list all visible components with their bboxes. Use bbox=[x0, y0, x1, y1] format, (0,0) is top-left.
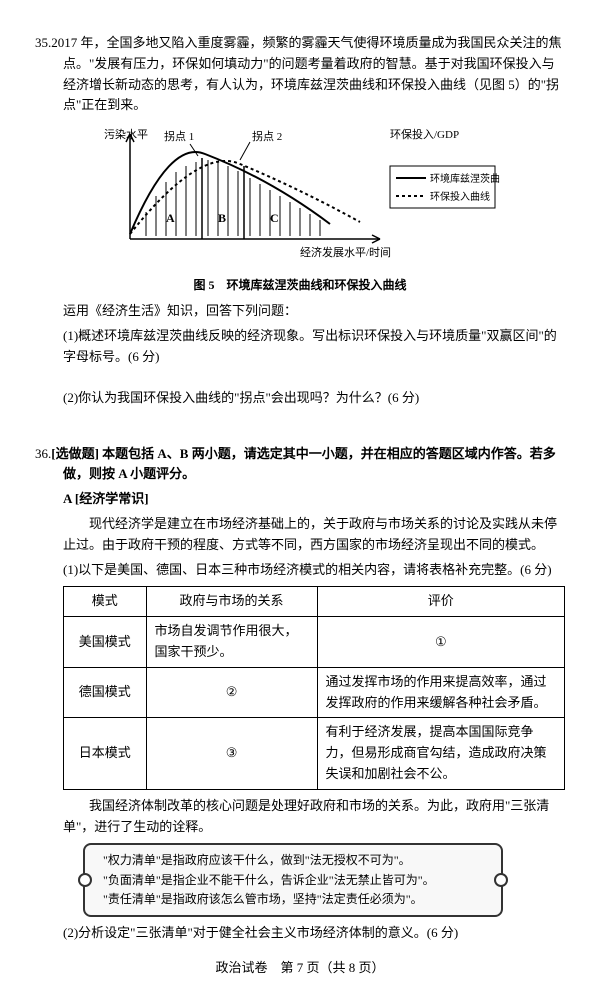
cell: 市场自发调节作用很大，国家干预少。 bbox=[146, 617, 317, 668]
svg-text:B: B bbox=[218, 211, 226, 225]
cell: 德国模式 bbox=[64, 667, 147, 718]
svg-text:环保投入/GDP: 环保投入/GDP bbox=[390, 127, 459, 141]
svg-text:A: A bbox=[166, 211, 175, 225]
kuznets-chart-svg: 污染水平 经济发展水平/时间 环保投入/GDP 拐点 1 拐点 2 A B C … bbox=[100, 124, 500, 274]
table-row: 模式 政府与市场的关系 评价 bbox=[64, 587, 565, 617]
svg-text:环境库兹涅茨曲线: 环境库兹涅茨曲线 bbox=[430, 172, 500, 185]
svg-text:经济发展水平/时间: 经济发展水平/时间 bbox=[300, 245, 391, 259]
cell: 美国模式 bbox=[64, 617, 147, 668]
scroll-line: "权力清单"是指政府应该干什么，做到"法无授权不可为"。 bbox=[103, 851, 483, 870]
hdr-mode: 模式 bbox=[64, 587, 147, 617]
q36-a-q2: (2)分析设定"三张清单"对于健全社会主义市场经济体制的意义。(6 分) bbox=[35, 923, 565, 944]
cell: 日本模式 bbox=[64, 718, 147, 789]
svg-text:拐点 2: 拐点 2 bbox=[252, 129, 282, 143]
hdr-rel: 政府与市场的关系 bbox=[146, 587, 317, 617]
q35-intro: 35.2017 年，全国多地又陷入重度雾霾，频繁的雾霾天气使得环境质量成为我国民… bbox=[35, 33, 565, 116]
svg-text:C: C bbox=[270, 211, 279, 225]
svg-text:环保投入曲线: 环保投入曲线 bbox=[430, 190, 490, 203]
cell: ① bbox=[317, 617, 564, 668]
q35-chart: 污染水平 经济发展水平/时间 环保投入/GDP 拐点 1 拐点 2 A B C … bbox=[35, 124, 565, 295]
q36-a-para2: 我国经济体制改革的核心问题是处理好政府和市场的关系。为此，政府用"三张清单"，进… bbox=[35, 796, 565, 838]
model-table: 模式 政府与市场的关系 评价 美国模式 市场自发调节作用很大，国家干预少。 ① … bbox=[63, 586, 565, 789]
scroll-line: "负面清单"是指企业不能干什么，告诉企业"法无禁止皆可为"。 bbox=[103, 871, 483, 890]
svg-text:拐点 1: 拐点 1 bbox=[164, 129, 194, 143]
q35-part1: (1)概述环境库兹涅茨曲线反映的经济现象。写出标识环保投入与环境质量"双赢区间"… bbox=[35, 326, 565, 368]
q36-a-para1: 现代经济学是建立在市场经济基础上的，关于政府与市场关系的讨论及实践从未停止过。由… bbox=[35, 514, 565, 556]
cell: ③ bbox=[146, 718, 317, 789]
question-35: 35.2017 年，全国多地又陷入重度雾霾，频繁的雾霾天气使得环境质量成为我国民… bbox=[35, 33, 565, 409]
scroll-quote: "权力清单"是指政府应该干什么，做到"法无授权不可为"。 "负面清单"是指企业不… bbox=[83, 843, 503, 917]
hdr-eval: 评价 bbox=[317, 587, 564, 617]
scroll-line: "责任清单"是指政府该怎么管市场，坚持"法定责任必须为"。 bbox=[103, 890, 483, 909]
q36-intro-text: [选做题] 本题包括 A、B 两小题，请选定其中一小题，并在相应的答题区域内作答… bbox=[51, 446, 555, 482]
cell: 有利于经济发展，提高本国国际竞争力，但易形成商官勾结，造成政府决策失误和加剧社会… bbox=[317, 718, 564, 789]
q35-caption: 图 5 环境库兹涅茨曲线和环保投入曲线 bbox=[35, 276, 565, 295]
q36-num: 36. bbox=[35, 446, 51, 461]
scroll-inner: "权力清单"是指政府应该干什么，做到"法无授权不可为"。 "负面清单"是指企业不… bbox=[83, 843, 503, 917]
table-row: 德国模式 ② 通过发挥市场的作用来提高效率，通过发挥政府的作用来缓解各种社会矛盾… bbox=[64, 667, 565, 718]
q35-lead: 运用《经济生活》知识，回答下列问题： bbox=[35, 301, 565, 322]
svg-text:污染水平: 污染水平 bbox=[104, 127, 148, 141]
table-row: 日本模式 ③ 有利于经济发展，提高本国国际竞争力，但易形成商官勾结，造成政府决策… bbox=[64, 718, 565, 789]
question-36: 36.[选做题] 本题包括 A、B 两小题，请选定其中一小题，并在相应的答题区域… bbox=[35, 444, 565, 944]
q36-a-title: A [经济学常识] bbox=[35, 489, 565, 510]
cell: 通过发挥市场的作用来提高效率，通过发挥政府的作用来缓解各种社会矛盾。 bbox=[317, 667, 564, 718]
q35-part2: (2)你认为我国环保投入曲线的"拐点"会出现吗？为什么？(6 分) bbox=[35, 388, 565, 409]
q35-intro-text: 2017 年，全国多地又陷入重度雾霾，频繁的雾霾天气使得环境质量成为我国民众关注… bbox=[51, 35, 561, 112]
q36-a-q1: (1)以下是美国、德国、日本三种市场经济模式的相关内容，请将表格补充完整。(6 … bbox=[35, 560, 565, 581]
page-footer: 政治试卷 第 7 页（共 8 页） bbox=[35, 958, 565, 979]
table-row: 美国模式 市场自发调节作用很大，国家干预少。 ① bbox=[64, 617, 565, 668]
q36-intro: 36.[选做题] 本题包括 A、B 两小题，请选定其中一小题，并在相应的答题区域… bbox=[35, 444, 565, 486]
cell: ② bbox=[146, 667, 317, 718]
q35-num: 35. bbox=[35, 35, 51, 50]
